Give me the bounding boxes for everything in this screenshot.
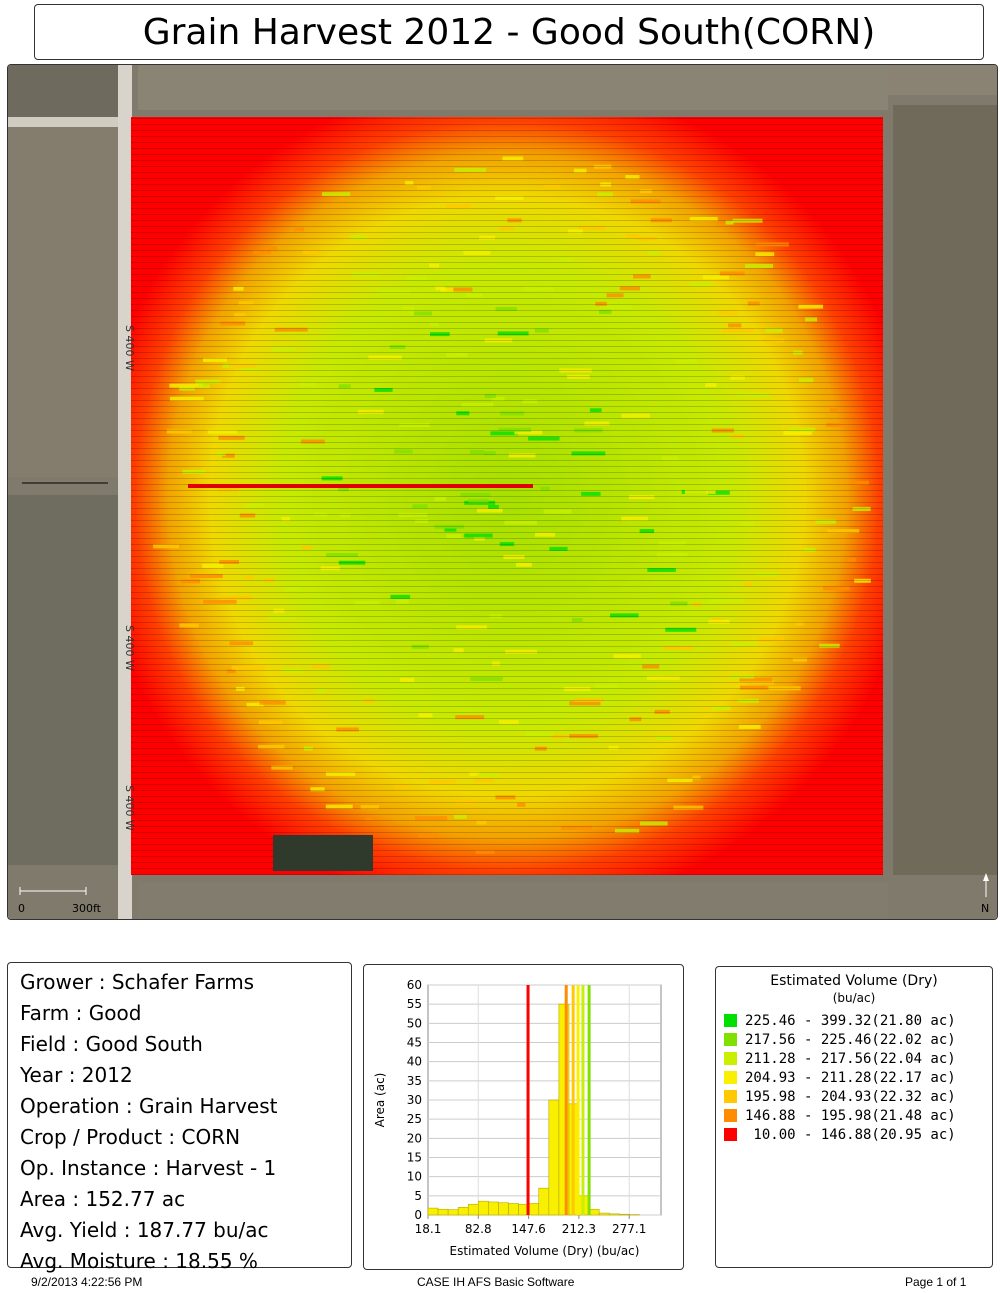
y-tick-label: 60 bbox=[407, 978, 422, 992]
yield-map: S 400 W S 400 W S 400 W 0 300ft N bbox=[7, 64, 998, 920]
histogram-bar bbox=[457, 1207, 469, 1216]
legend-label: 211.28 - 217.56(22.04 ac) bbox=[745, 1050, 956, 1067]
road bbox=[118, 65, 132, 919]
y-tick-label: 50 bbox=[407, 1016, 422, 1030]
road-label: S 400 W bbox=[123, 325, 136, 371]
north-arrow: N bbox=[981, 873, 989, 915]
scale-label-end: 300ft bbox=[72, 902, 102, 915]
x-tick-label: 277.1 bbox=[612, 1222, 646, 1236]
histogram-bar bbox=[619, 1213, 630, 1216]
x-tick-label: 147.6 bbox=[511, 1222, 545, 1236]
histogram-bar bbox=[498, 1202, 509, 1216]
legend-item: 146.88 - 195.98(21.48 ac) bbox=[716, 1106, 992, 1125]
legend-label: 146.88 - 195.98(21.48 ac) bbox=[745, 1107, 956, 1124]
legend-label: 195.98 - 204.93(22.32 ac) bbox=[745, 1088, 956, 1105]
legend-swatch bbox=[724, 1052, 737, 1065]
legend-item: 211.28 - 217.56(22.04 ac) bbox=[716, 1049, 992, 1068]
histogram-bar bbox=[437, 1208, 449, 1216]
field-info-panel: Grower : Schafer Farms Farm : Good Field :… bbox=[7, 962, 352, 1273]
legend-swatch bbox=[724, 1071, 737, 1084]
y-tick-label: 25 bbox=[407, 1112, 422, 1126]
histogram-bar bbox=[588, 1208, 600, 1216]
histogram-bar bbox=[447, 1209, 459, 1216]
road-label: S 400 W bbox=[123, 785, 136, 831]
y-tick-label: 20 bbox=[407, 1131, 422, 1145]
y-axis-label: Area (ac) bbox=[373, 1073, 387, 1128]
histogram-bar bbox=[478, 1200, 489, 1216]
footer-timestamp: 9/2/2013 4:22:56 PM bbox=[31, 1275, 143, 1289]
info-row: Crop / Product : CORN bbox=[20, 1125, 241, 1149]
legend-swatch bbox=[724, 1090, 737, 1103]
footer-page: Page 1 of 1 bbox=[905, 1275, 967, 1289]
north-label: N bbox=[981, 902, 989, 915]
report-title: Grain Harvest 2012 - Good South(CORN) bbox=[34, 4, 984, 60]
info-row: Field : Good South bbox=[20, 1032, 203, 1056]
legend-unit: (bu/ac) bbox=[832, 991, 876, 1005]
info-row: Avg. Yield : 187.77 bu/ac bbox=[20, 1218, 269, 1242]
legend-swatch bbox=[724, 1109, 737, 1122]
x-tick-label: 212.3 bbox=[562, 1222, 596, 1236]
legend-label: 217.56 - 225.46(22.02 ac) bbox=[745, 1031, 956, 1048]
legend-title: Estimated Volume (Dry) bbox=[770, 973, 938, 989]
x-tick-label: 18.1 bbox=[415, 1222, 442, 1236]
y-tick-label: 40 bbox=[407, 1055, 422, 1069]
histogram-bar bbox=[467, 1203, 479, 1216]
info-row: Operation : Grain Harvest bbox=[20, 1094, 278, 1118]
x-axis-label: Estimated Volume (Dry) (bu/ac) bbox=[450, 1244, 640, 1258]
histogram-bar bbox=[427, 1207, 439, 1216]
histogram-bar bbox=[508, 1203, 519, 1216]
info-row: Farm : Good bbox=[20, 1001, 142, 1025]
y-tick-label: 35 bbox=[407, 1074, 422, 1088]
histogram-bar bbox=[538, 1187, 550, 1216]
y-tick-label: 10 bbox=[407, 1170, 422, 1184]
histogram-bar bbox=[528, 1203, 540, 1216]
legend-label: 225.46 - 399.32(21.80 ac) bbox=[745, 1012, 956, 1029]
legend-item: 195.98 - 204.93(22.32 ac) bbox=[716, 1087, 992, 1106]
legend-label: 204.93 - 211.28(22.17 ac) bbox=[745, 1069, 956, 1086]
y-tick-label: 0 bbox=[414, 1208, 422, 1222]
histogram-bar bbox=[608, 1213, 620, 1216]
legend-swatch bbox=[724, 1033, 737, 1046]
yield-histogram: 0 5 10 15 20 25 30 35 40 45 50 55 60 18.1 82.8 147.6 212… bbox=[363, 964, 684, 1270]
legend-item: 204.93 - 211.28(22.17 ac) bbox=[716, 1068, 992, 1087]
info-row: Year : 2012 bbox=[20, 1063, 133, 1087]
legend-label: 10.00 - 146.88(20.95 ac) bbox=[745, 1126, 956, 1143]
legend-item: 10.00 - 146.88(20.95 ac) bbox=[716, 1125, 992, 1144]
legend-item: 217.56 - 225.46(22.02 ac) bbox=[716, 1030, 992, 1049]
legend-swatch bbox=[724, 1014, 737, 1027]
histogram-bar bbox=[548, 1099, 560, 1216]
yield-legend: Estimated Volume (Dry) (bu/ac) 225.46 - … bbox=[715, 966, 993, 1268]
legend-swatch bbox=[724, 1128, 737, 1141]
footer-software: CASE IH AFS Basic Software bbox=[417, 1275, 575, 1289]
info-row: Avg. Moisture : 18.55 % bbox=[20, 1249, 258, 1273]
scale-bar: 0 300ft bbox=[18, 887, 102, 915]
y-tick-label: 30 bbox=[407, 1093, 422, 1107]
y-tick-label: 15 bbox=[407, 1151, 422, 1165]
y-tick-label: 5 bbox=[414, 1189, 422, 1203]
info-row: Area : 152.77 ac bbox=[20, 1187, 186, 1211]
histogram-bar bbox=[488, 1201, 499, 1216]
x-tick-label: 82.8 bbox=[465, 1222, 492, 1236]
info-row: Op. Instance : Harvest - 1 bbox=[20, 1156, 277, 1180]
histogram-bar bbox=[598, 1212, 610, 1216]
legend-item: 225.46 - 399.32(21.80 ac) bbox=[716, 1011, 992, 1030]
road-label: S 400 W bbox=[123, 625, 136, 671]
info-row: Grower : Schafer Farms bbox=[20, 970, 255, 994]
scale-label-zero: 0 bbox=[18, 902, 25, 915]
y-tick-label: 45 bbox=[407, 1036, 422, 1050]
y-tick-label: 55 bbox=[407, 997, 422, 1011]
